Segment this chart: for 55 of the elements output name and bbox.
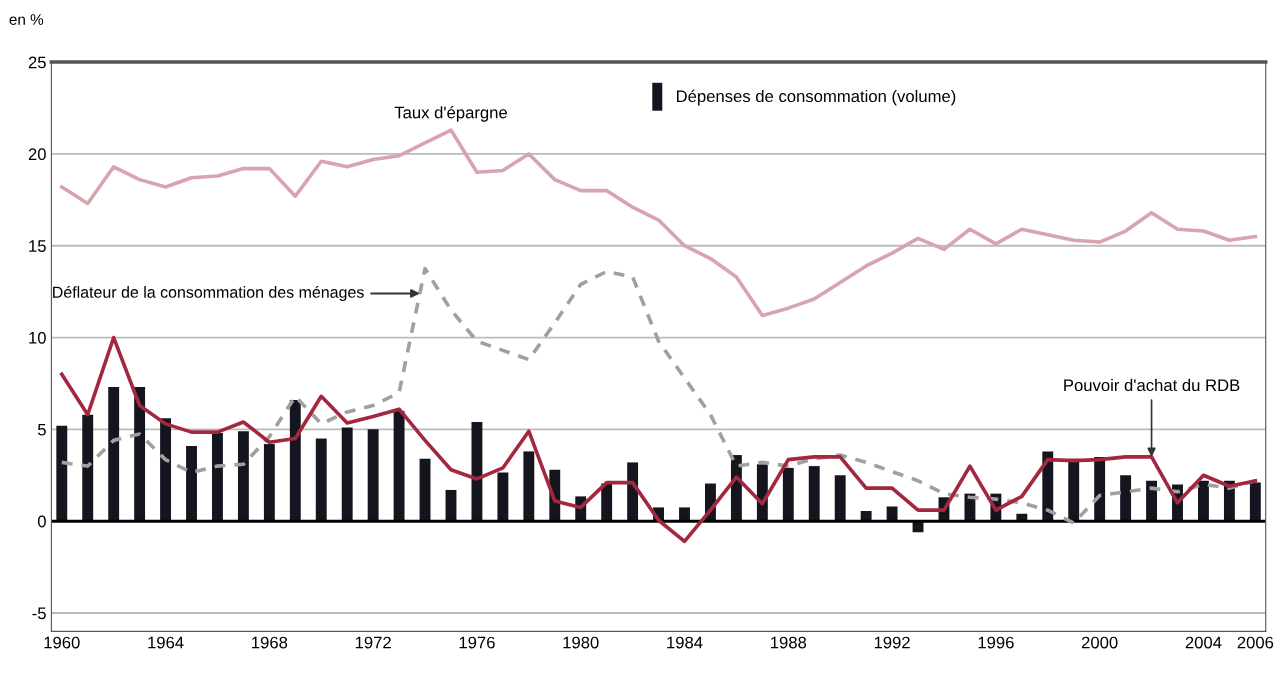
bar — [108, 387, 120, 522]
annotation: Taux d'épargne — [394, 105, 507, 122]
x-tick-label: 1992 — [874, 636, 910, 649]
y-tick-label: 10 — [29, 331, 46, 344]
x-tick-label: 1988 — [771, 636, 807, 649]
annotation: Déflateur de la consommation des ménages — [53, 285, 364, 302]
bar — [237, 431, 249, 522]
x-tick-label: 1976 — [459, 636, 495, 649]
bar — [367, 429, 379, 522]
bar — [56, 425, 68, 522]
bar — [289, 399, 301, 522]
bar — [341, 427, 353, 522]
x-tick-label: 1996 — [978, 636, 1014, 649]
y-tick-label: 5 — [37, 423, 46, 436]
bar — [186, 445, 197, 522]
bar — [860, 511, 872, 522]
x-tick-label: 1980 — [563, 636, 599, 649]
bar — [808, 466, 820, 522]
bar — [160, 418, 172, 522]
bar — [315, 438, 327, 522]
bar — [1146, 480, 1158, 522]
legend-label: Dépenses de consommation (volume) — [676, 89, 956, 106]
x-tick-label: 1972 — [355, 636, 391, 649]
x-tick-label: 2006 — [1237, 636, 1274, 649]
bar — [834, 475, 846, 522]
bar — [212, 433, 223, 522]
line-series — [59, 335, 1258, 544]
bar — [497, 472, 509, 522]
x-tick-label: 1960 — [44, 636, 80, 649]
bar — [393, 411, 405, 522]
x-tick-label: 1964 — [148, 636, 184, 649]
x-tick-label: 2000 — [1081, 636, 1118, 649]
y-tick-label: 15 — [29, 240, 46, 252]
x-tick-label: 1984 — [667, 636, 703, 649]
bar — [263, 444, 275, 522]
bar — [601, 483, 613, 522]
y-tick-label: 20 — [28, 148, 46, 161]
y-tick-label: 0 — [37, 515, 46, 528]
bar — [471, 422, 483, 522]
x-tick-label: 2004 — [1185, 636, 1222, 649]
bar — [523, 451, 535, 522]
x-tick-label: 1968 — [252, 636, 288, 649]
bar — [419, 458, 431, 522]
bar — [134, 387, 146, 522]
bar — [679, 507, 690, 522]
bar — [1120, 475, 1132, 522]
y-axis-title: en % — [9, 14, 44, 25]
annotation: Pouvoir d'achat du RDB — [1064, 378, 1240, 392]
y-tick-label: 25 — [28, 56, 46, 69]
bar — [82, 414, 94, 522]
bar — [886, 506, 898, 522]
bar — [1198, 480, 1209, 522]
y-tick-label: -5 — [32, 607, 46, 620]
bar — [782, 467, 794, 522]
bar — [1249, 482, 1261, 522]
